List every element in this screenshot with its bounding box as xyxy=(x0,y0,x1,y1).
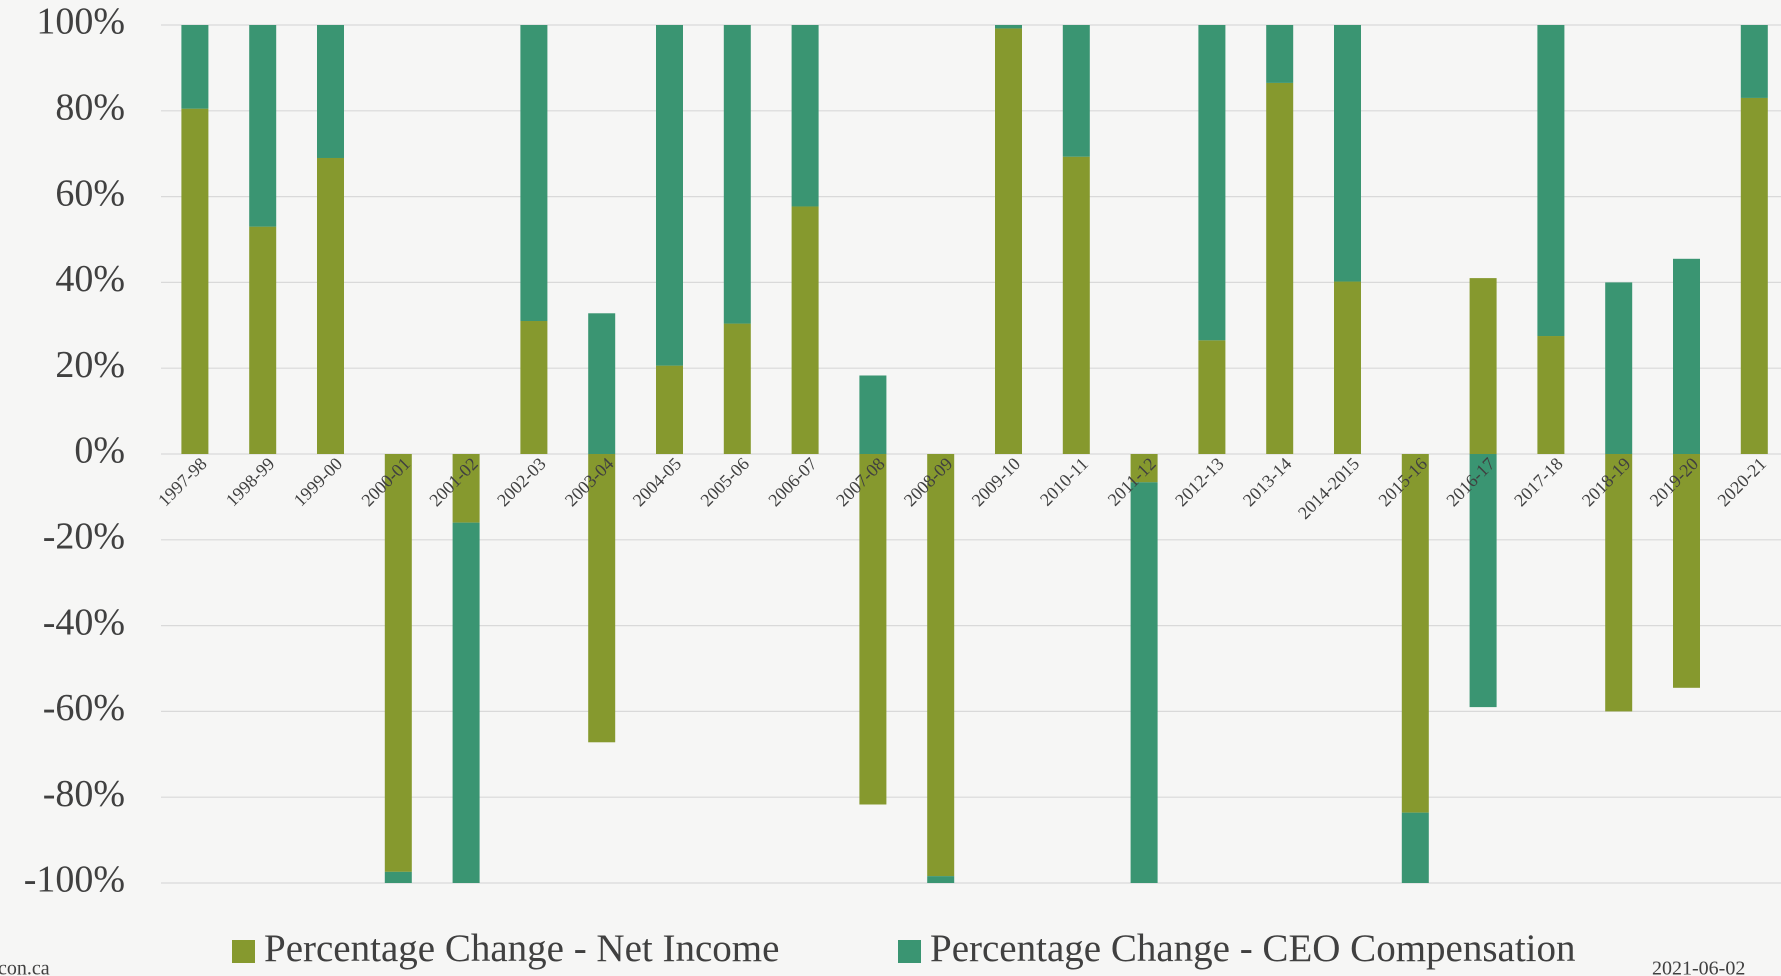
bar-segment xyxy=(1605,454,1633,712)
y-tick-label: -40% xyxy=(43,601,125,643)
bar-segment xyxy=(520,321,548,454)
bar-segment xyxy=(1673,454,1700,688)
legend-label: Percentage Change - Net Income xyxy=(264,927,779,970)
y-tick-label: 100% xyxy=(36,1,125,43)
bar-segment xyxy=(1740,25,1768,98)
bar-segment xyxy=(995,28,1022,454)
bar-segment xyxy=(1673,258,1700,454)
bar-segment xyxy=(656,365,683,454)
bar-segment xyxy=(859,375,887,454)
y-tick-label: 60% xyxy=(55,172,125,214)
bar-segment xyxy=(1605,282,1633,454)
bar-segment xyxy=(181,25,209,109)
bar-segment xyxy=(384,871,412,883)
bar-segment xyxy=(1469,278,1497,454)
bar-segment xyxy=(1266,25,1294,83)
y-tick-label: 80% xyxy=(55,87,125,129)
legend-swatch xyxy=(232,940,255,963)
bar-segment xyxy=(249,226,277,454)
bar-segment xyxy=(1130,482,1158,883)
bar-segment xyxy=(1130,454,1158,483)
bar-segment xyxy=(1469,454,1497,708)
y-tick-label: -20% xyxy=(43,516,125,558)
bar-segment xyxy=(1062,156,1090,454)
bar-segment xyxy=(656,25,683,366)
bar-segment xyxy=(1198,25,1226,341)
bar-segment xyxy=(927,876,955,883)
bar-segment xyxy=(723,25,751,324)
bar-segment xyxy=(588,313,616,454)
bar-segment xyxy=(1401,812,1429,883)
bar-segment xyxy=(1537,336,1565,454)
bar-segment xyxy=(791,206,819,454)
bar-segment xyxy=(1740,97,1768,455)
bar-segment xyxy=(1198,340,1226,454)
bar-segment xyxy=(723,323,751,454)
bar-segment xyxy=(384,454,412,872)
bar-segment xyxy=(317,157,344,455)
y-tick-label: -60% xyxy=(43,687,125,729)
source: con.ca xyxy=(0,958,50,976)
bar-segment xyxy=(317,25,344,158)
bar-segment xyxy=(520,25,548,322)
y-tick-label: 20% xyxy=(55,344,125,386)
bar-segment xyxy=(927,454,955,877)
y-tick-label: -100% xyxy=(24,859,125,901)
bar-segment xyxy=(1062,25,1090,157)
y-tick-label: 0% xyxy=(74,430,125,472)
bar-segment xyxy=(1266,82,1294,454)
bar-segment xyxy=(995,25,1022,29)
bar-segment xyxy=(181,108,209,454)
y-tick-label: -80% xyxy=(43,773,125,815)
bar-segment xyxy=(791,25,819,207)
bar-segment xyxy=(1334,281,1361,454)
legend-label: Percentage Change - CEO Compensation xyxy=(930,927,1576,970)
bar-segment xyxy=(1537,25,1565,337)
bar-segment xyxy=(452,522,480,883)
bar-segment xyxy=(1334,25,1361,282)
bar-segment xyxy=(452,454,480,523)
legend-swatch xyxy=(898,940,921,963)
bar-segment xyxy=(249,25,277,227)
bar-segment xyxy=(859,454,887,805)
date: 2021-06-02 xyxy=(1652,958,1745,976)
y-tick-label: 40% xyxy=(55,258,125,300)
bar-segment xyxy=(1401,454,1429,813)
bar-segment xyxy=(588,454,616,743)
